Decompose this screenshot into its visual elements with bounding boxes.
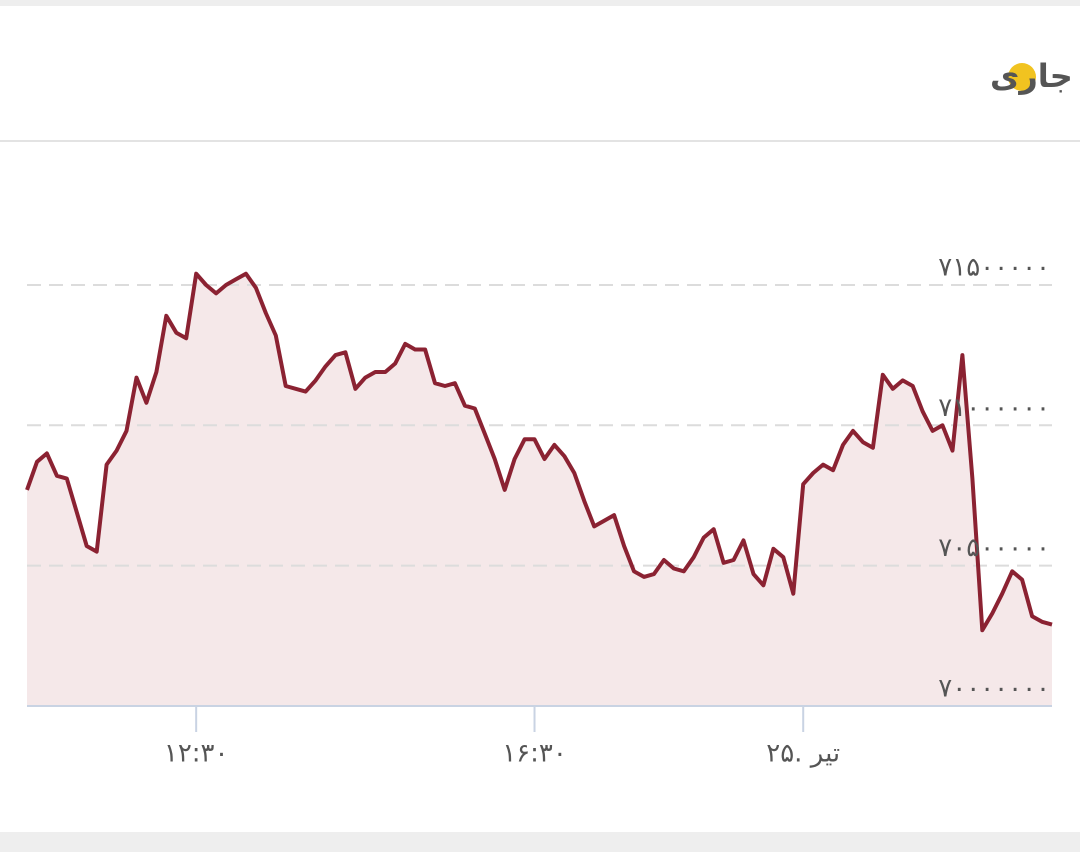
y-tick-label: ۷۱۰۰۰۰۰۰ <box>938 393 1050 423</box>
y-tick-label: ۷۱۵۰۰۰۰۰ <box>938 252 1050 282</box>
y-tick-label: ۷۰۵۰۰۰۰۰ <box>938 533 1050 563</box>
title-dot <box>1008 63 1036 91</box>
chart-title: نوسانات طلای دست دوم در روز جاری <box>990 57 1080 95</box>
x-tick-label: ۲۵. تیر <box>766 739 840 769</box>
top-band <box>0 0 1080 6</box>
y-tick-label: ۷۰۰۰۰۰۰۰ <box>938 674 1050 704</box>
x-tick-label: ۱۶:۳۰ <box>502 739 567 769</box>
line <box>25 271 1053 633</box>
x-tick-label: ۱۲:۳۰ <box>164 739 229 769</box>
bottom-band <box>0 832 1080 852</box>
